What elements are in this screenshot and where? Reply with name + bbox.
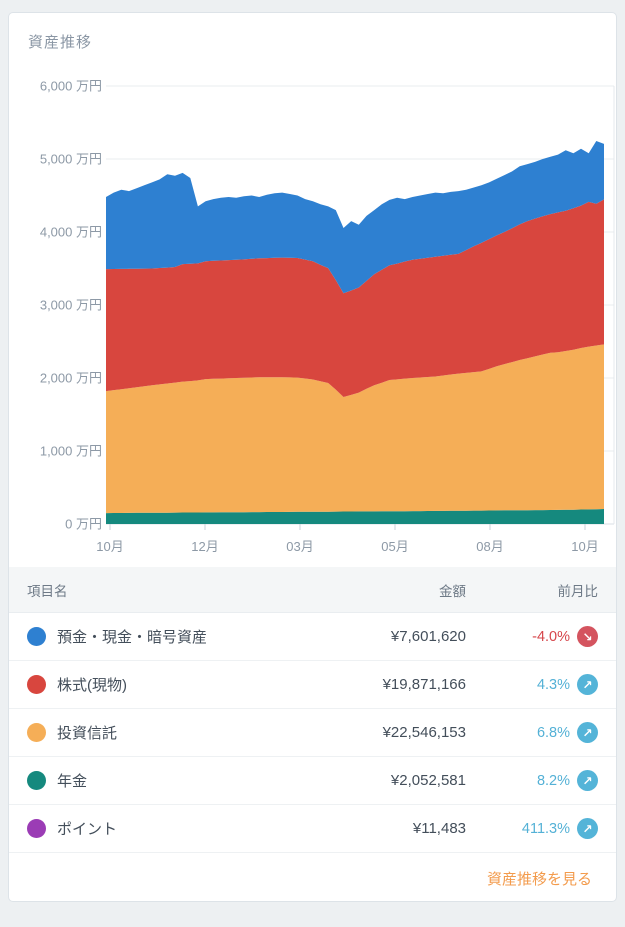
- row-change-percent: 8.2%: [536, 772, 570, 789]
- area-pension: [106, 509, 604, 524]
- header-item-name: 項目名: [27, 583, 68, 599]
- y-axis-label: 0 万円: [65, 517, 102, 532]
- card-footer: 資産推移を見る: [9, 853, 616, 901]
- table-header-row: 項目名 金額 前月比: [9, 567, 616, 613]
- row-change-cell: 8.2% ↗: [466, 770, 598, 791]
- row-change-cell: -4.0% ↘: [466, 626, 598, 647]
- trend-down-icon: ↘: [577, 626, 598, 647]
- y-axis-label: 5,000 万円: [40, 152, 102, 167]
- y-axis-label: 4,000 万円: [40, 225, 102, 240]
- table-row: 年金 ¥2,052,581 8.2% ↗: [9, 757, 616, 805]
- trend-up-icon: ↗: [577, 818, 598, 839]
- asset-breakdown-table: 項目名 金額 前月比 預金・現金・暗号資産 ¥7,601,620 -4.0% ↘…: [9, 567, 616, 901]
- header-mom: 前月比: [557, 583, 599, 599]
- table-row: 投資信託 ¥22,546,153 6.8% ↗: [9, 709, 616, 757]
- x-axis-label: 10月: [571, 539, 598, 554]
- y-axis-label: 6,000 万円: [40, 79, 102, 94]
- header-amount: 金額: [439, 583, 466, 599]
- row-change-cell: 411.3% ↗: [466, 818, 598, 839]
- x-axis-label: 12月: [191, 539, 218, 554]
- table-row: 預金・現金・暗号資産 ¥7,601,620 -4.0% ↘: [9, 613, 616, 661]
- row-label: 投資信託: [57, 725, 118, 742]
- row-label: 年金: [57, 773, 88, 790]
- page-title: 資産推移: [28, 34, 93, 51]
- y-axis-label: 3,000 万円: [40, 298, 102, 313]
- series-color-dot: [27, 675, 46, 694]
- row-label: 預金・現金・暗号資産: [57, 629, 208, 646]
- trend-up-icon: ↗: [577, 770, 598, 791]
- table-row: 株式(現物) ¥19,871,166 4.3% ↗: [9, 661, 616, 709]
- trend-up-icon: ↗: [577, 674, 598, 695]
- series-color-dot: [27, 627, 46, 646]
- row-amount: ¥2,052,581: [390, 772, 466, 789]
- row-change-cell: 4.3% ↗: [466, 674, 598, 695]
- row-label: ポイント: [57, 821, 118, 838]
- row-amount: ¥11,483: [412, 820, 466, 837]
- trend-up-icon: ↗: [577, 722, 598, 743]
- asset-transition-chart: 6,000 万円 5,000 万円 4,000 万円 3,000 万円 2,000 万円…: [9, 13, 616, 567]
- row-amount: ¥22,546,153: [382, 724, 466, 741]
- y-axis-label: 2,000 万円: [40, 371, 102, 386]
- row-amount: ¥19,871,166: [382, 676, 466, 693]
- view-asset-transition-link[interactable]: 資産推移を見る: [486, 870, 592, 888]
- row-label: 株式(現物): [57, 677, 127, 694]
- table-row: ポイント ¥11,483 411.3% ↗: [9, 805, 616, 853]
- x-axis-label: 10月: [96, 539, 123, 554]
- row-change-percent: 411.3%: [521, 820, 570, 837]
- series-color-dot: [27, 771, 46, 790]
- series-color-dot: [27, 819, 46, 838]
- stacked-area-chart: 6,000 万円 5,000 万円 4,000 万円 3,000 万円 2,000 万円…: [40, 79, 615, 554]
- row-change-percent: 6.8%: [536, 724, 570, 741]
- area-deposits: [106, 141, 604, 294]
- area-mutual-funds: [106, 344, 604, 514]
- y-axis-label: 1,000 万円: [40, 444, 102, 459]
- row-change-percent: 4.3%: [536, 676, 570, 693]
- series-color-dot: [27, 723, 46, 742]
- row-change-cell: 6.8% ↗: [466, 722, 598, 743]
- area-stocks: [106, 199, 604, 397]
- x-axis-label: 05月: [381, 539, 408, 554]
- row-change-percent: -4.0%: [532, 628, 570, 645]
- asset-transition-card: 6,000 万円 5,000 万円 4,000 万円 3,000 万円 2,000 万円…: [8, 12, 617, 902]
- row-amount: ¥7,601,620: [390, 628, 466, 645]
- x-axis-label: 08月: [476, 539, 503, 554]
- x-axis-label: 03月: [286, 539, 313, 554]
